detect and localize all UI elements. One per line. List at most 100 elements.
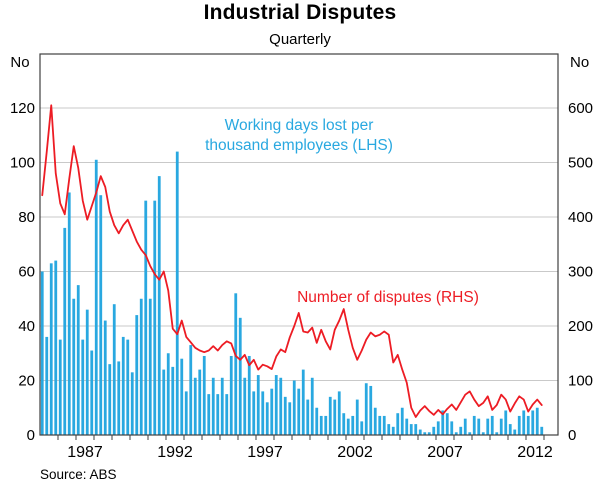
bar xyxy=(364,383,368,435)
bar xyxy=(184,391,188,435)
bar xyxy=(301,369,305,435)
bar xyxy=(324,415,328,435)
bar xyxy=(175,151,179,435)
bar xyxy=(225,394,229,435)
right-axis-tick-label: 600 xyxy=(568,100,593,117)
bar xyxy=(441,410,445,435)
bar xyxy=(45,336,49,435)
bar xyxy=(495,432,499,435)
bar xyxy=(459,426,463,435)
bar xyxy=(522,410,526,435)
bar xyxy=(139,298,143,435)
right-axis-tick-label: 400 xyxy=(568,209,593,226)
right-axis-tick-label: 300 xyxy=(568,264,593,281)
bar xyxy=(76,285,80,435)
bar xyxy=(378,415,382,435)
bar xyxy=(409,424,413,435)
bar xyxy=(274,375,278,435)
bar xyxy=(481,432,485,435)
bar xyxy=(423,432,427,435)
bar xyxy=(454,432,458,435)
bar xyxy=(220,377,224,435)
bar xyxy=(180,358,184,435)
bar xyxy=(513,429,517,435)
bar xyxy=(72,298,76,435)
bar xyxy=(135,315,139,435)
bar xyxy=(490,415,494,435)
bar xyxy=(436,421,440,435)
bar xyxy=(468,432,472,435)
left-axis-tick-label: 60 xyxy=(18,264,35,281)
bar xyxy=(405,418,409,435)
right-axis-tick-label: 0 xyxy=(568,427,576,444)
bar xyxy=(355,399,359,435)
left-axis-unit-label: No xyxy=(10,54,30,71)
line-series-annotation: Number of disputes (RHS) xyxy=(297,289,479,306)
bar xyxy=(445,413,449,435)
bar xyxy=(162,369,166,435)
bar xyxy=(432,426,436,435)
bar xyxy=(535,407,539,435)
bar xyxy=(472,415,476,435)
bar xyxy=(99,195,103,435)
bar xyxy=(486,418,490,435)
left-axis-tick-label: 120 xyxy=(10,100,35,117)
bar xyxy=(229,355,233,435)
bar xyxy=(171,366,175,435)
source-note: Source: ABS xyxy=(40,467,117,482)
bar xyxy=(63,227,67,435)
bar xyxy=(427,432,431,435)
bar xyxy=(85,309,89,435)
bar xyxy=(418,429,422,435)
bars-series-annotation-line2: thousand employees (LHS) xyxy=(205,137,393,154)
bar xyxy=(369,385,373,435)
bar xyxy=(207,394,211,435)
bar xyxy=(153,200,157,435)
left-axis-tick-label: 80 xyxy=(18,209,35,226)
bar xyxy=(67,192,71,435)
bar xyxy=(90,350,94,435)
right-axis-tick-label: 100 xyxy=(568,373,593,390)
bars-series-annotation-line1: Working days lost per xyxy=(224,117,374,134)
bar xyxy=(414,424,418,435)
bar xyxy=(58,339,62,435)
x-axis-year-label: 2002 xyxy=(337,444,373,461)
bar xyxy=(328,396,332,435)
bar xyxy=(265,402,269,435)
chart-title: Industrial Disputes xyxy=(203,1,397,24)
left-axis-tick-label: 100 xyxy=(10,155,35,172)
bar xyxy=(126,339,130,435)
right-axis-tick-label: 200 xyxy=(568,318,593,335)
bar xyxy=(103,320,107,435)
bar xyxy=(504,410,508,435)
plot-frame xyxy=(39,53,559,436)
bar xyxy=(283,396,287,435)
bar xyxy=(121,336,125,435)
bar xyxy=(166,353,170,435)
bar xyxy=(526,415,530,435)
bar xyxy=(189,345,193,435)
bar xyxy=(234,293,238,435)
bar xyxy=(261,391,265,435)
bar xyxy=(292,380,296,435)
bar xyxy=(400,407,404,435)
bar xyxy=(477,418,481,435)
bar xyxy=(202,355,206,435)
bar xyxy=(333,399,337,435)
bar xyxy=(360,421,364,435)
bar xyxy=(112,304,116,435)
x-axis-year-label: 2007 xyxy=(427,444,463,461)
bar xyxy=(243,377,247,435)
x-axis-year-label: 1987 xyxy=(67,444,103,461)
bar xyxy=(130,372,134,435)
bar xyxy=(450,421,454,435)
bar xyxy=(247,355,251,435)
bar xyxy=(54,260,58,435)
left-axis-tick-label: 0 xyxy=(27,427,35,444)
bar xyxy=(270,388,274,435)
bar xyxy=(531,410,535,435)
bar xyxy=(351,415,355,435)
x-axis-year-label: 1992 xyxy=(157,444,193,461)
